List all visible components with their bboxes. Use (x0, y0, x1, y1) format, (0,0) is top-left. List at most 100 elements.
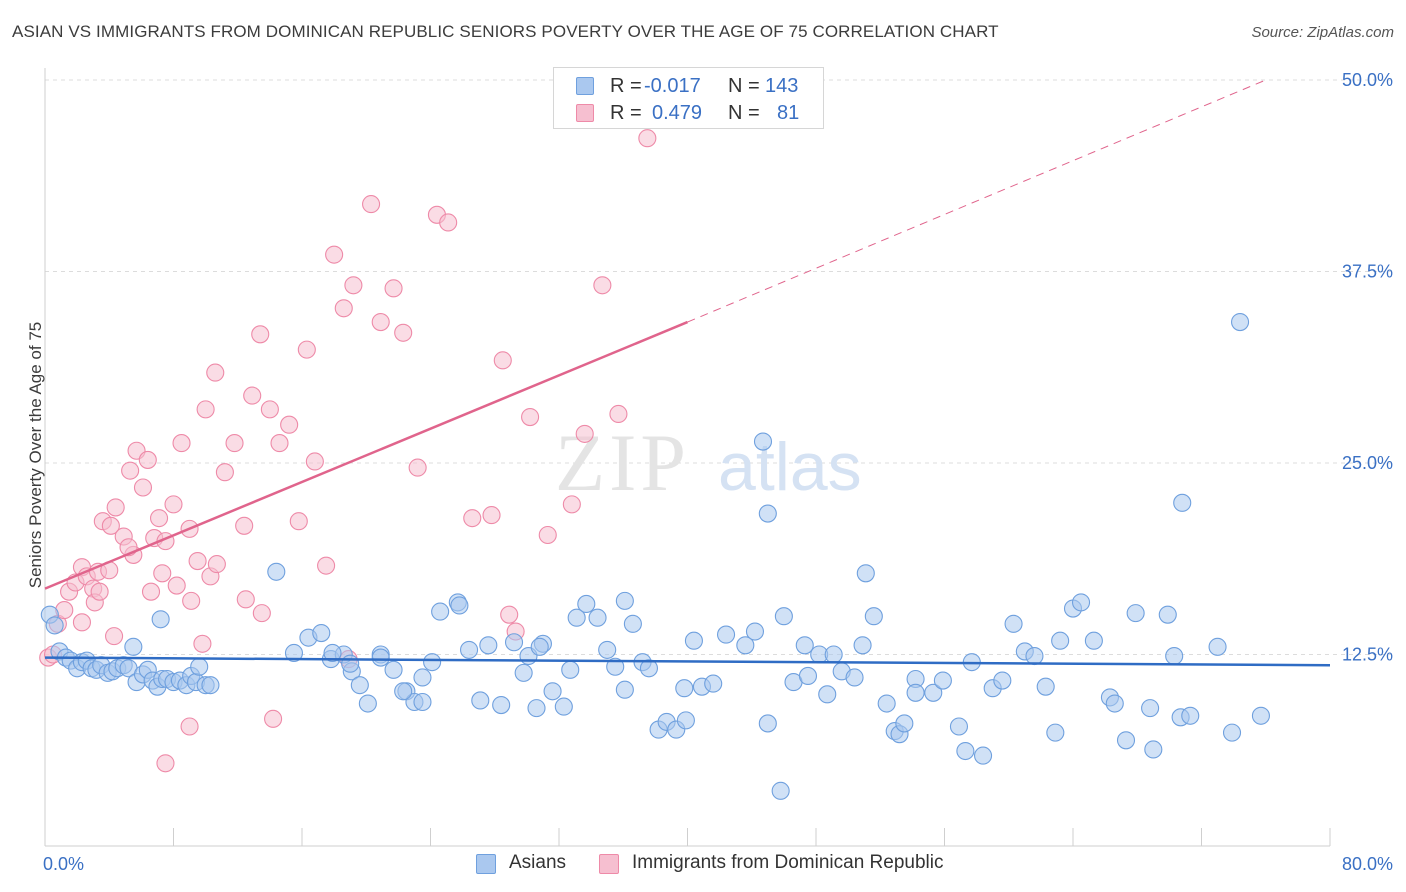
asian-point (267, 562, 286, 581)
chart-title: ASIAN VS IMMIGRANTS FROM DOMINICAN REPUB… (12, 22, 999, 41)
watermark-zip: ZIP (555, 417, 690, 508)
dominican-point (384, 279, 403, 298)
dominican-point (297, 340, 316, 359)
legend-swatch-asians (576, 77, 594, 95)
dominican-point (264, 709, 283, 728)
dominican-point (575, 424, 594, 443)
dominican-point (562, 495, 581, 514)
dominican-point (439, 213, 458, 232)
asian-point (818, 685, 837, 704)
pink-points (39, 129, 657, 773)
asian-point (323, 643, 342, 663)
asian-point (615, 591, 634, 610)
asian-point (716, 625, 736, 644)
dominican-point (463, 509, 482, 528)
asian-point (856, 564, 875, 583)
dominican-point (270, 434, 289, 453)
dominican-point (149, 509, 169, 528)
watermark-atlas: atlas (718, 429, 862, 505)
asian-point (514, 663, 533, 682)
axes (44, 68, 1331, 847)
asian-point (1084, 631, 1103, 650)
asian-point (606, 657, 625, 676)
y-axis-label: Seniors Poverty Over the Age of 75 (26, 321, 45, 589)
dominican-point (172, 434, 191, 453)
dominican-point (164, 495, 183, 514)
dominican-point (141, 582, 161, 601)
asian-point (895, 714, 914, 733)
asian-point (1105, 694, 1124, 713)
legend-n-label: N = (728, 102, 760, 124)
dominican-point (280, 415, 299, 434)
dominican-point (167, 576, 186, 595)
asian-point (554, 697, 573, 716)
legend-r-label: R = (610, 102, 642, 124)
asian-point (124, 637, 143, 656)
dominican-point (521, 407, 540, 427)
asian-point (1208, 637, 1227, 656)
asian-point (1165, 646, 1184, 666)
y-tick-label: 12.5% (1342, 645, 1393, 665)
asian-point (1046, 723, 1065, 742)
asian-point (758, 714, 777, 733)
asian-point (567, 608, 586, 627)
legend-r-value: 0.479 (652, 102, 703, 124)
dominican-point (153, 564, 172, 583)
asian-point (1222, 723, 1242, 742)
dominican-point (305, 452, 324, 471)
asian-point (1231, 313, 1250, 332)
dominican-point (243, 386, 262, 405)
asian-point (877, 694, 896, 713)
dominican-point (206, 363, 225, 382)
asian-point (704, 674, 723, 693)
asian-point (1071, 593, 1091, 612)
asian-point (201, 676, 220, 695)
asian-point (577, 594, 596, 613)
dominican-point (196, 400, 215, 419)
dominican-point (493, 351, 512, 370)
asian-point (384, 660, 403, 679)
asian-point (151, 610, 170, 629)
asian-point (1141, 699, 1160, 718)
dominican-point (90, 582, 109, 601)
asian-point (1144, 740, 1163, 759)
asian-point (598, 640, 617, 659)
bottom-legend-label-asians: Asians (509, 852, 567, 873)
asian-point (845, 668, 864, 687)
asian-point (771, 781, 790, 800)
asian-point (45, 616, 64, 635)
correlation-legend: R = -0.017 N = 143 R = 0.479 N = 81 (553, 67, 824, 129)
dominican-point (225, 434, 244, 453)
y-tick-label: 25.0% (1342, 453, 1393, 473)
dominican-trend-extension (687, 79, 1266, 323)
dominican-point (133, 478, 153, 497)
asian-point (973, 746, 993, 765)
dominican-point (252, 604, 271, 623)
dominican-point (394, 323, 413, 342)
dominican-point (193, 634, 212, 653)
asian-point (371, 648, 390, 667)
dominican-point (207, 555, 226, 574)
legend-n-value: 81 (777, 102, 800, 124)
dominican-point (180, 717, 199, 736)
asian-point (906, 683, 925, 702)
asian-point (350, 676, 369, 695)
asian-point (530, 637, 549, 656)
x-tick-label-max: 80.0% (1342, 854, 1393, 874)
legend-r-value: -0.017 (644, 75, 701, 97)
asian-point (639, 659, 659, 678)
asian-point (394, 682, 413, 701)
asian-point (623, 614, 642, 633)
asian-point (341, 654, 360, 673)
asian-point (853, 636, 872, 655)
legend-n-label: N = (728, 75, 760, 97)
dominican-point (609, 404, 628, 424)
legend-r-label: R = (610, 75, 642, 97)
asian-point (423, 653, 442, 672)
asian-point (190, 657, 209, 676)
asian-point (1004, 614, 1023, 633)
legend-n-value: 143 (765, 75, 799, 97)
blue-points (40, 313, 1270, 800)
dominican-point (188, 551, 207, 571)
y-tick-label: 37.5% (1342, 262, 1393, 282)
